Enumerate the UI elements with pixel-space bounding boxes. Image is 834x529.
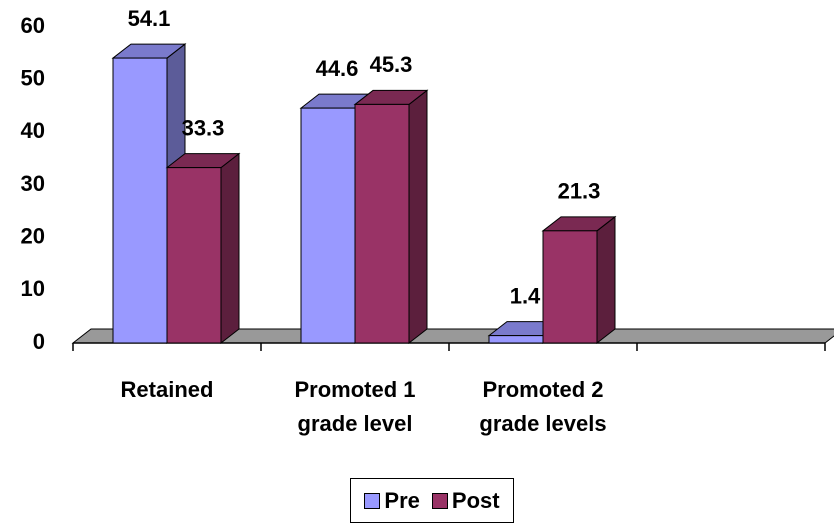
y-tick-label: 40 xyxy=(21,118,45,143)
legend-swatch xyxy=(431,492,448,509)
bar-side xyxy=(596,215,616,345)
y-tick-label: 10 xyxy=(21,276,45,301)
legend-item: Pre xyxy=(364,487,420,514)
bar xyxy=(542,230,598,344)
bar xyxy=(354,103,410,344)
x-tick-label: Promoted 2 grade levels xyxy=(479,377,607,436)
y-tick-label: 20 xyxy=(21,223,45,248)
legend: Pre Post xyxy=(350,478,514,523)
legend-item: Post xyxy=(431,487,500,514)
value-label: 54.1 xyxy=(128,6,171,31)
x-tick-label: Promoted 1 grade level xyxy=(294,377,416,436)
value-label: 44.6 xyxy=(316,56,359,81)
value-label: 45.3 xyxy=(370,52,413,77)
bar xyxy=(166,167,222,344)
bar xyxy=(488,335,544,344)
y-tick-label: 50 xyxy=(21,65,45,90)
bar-side xyxy=(220,152,240,345)
legend-label: Pre xyxy=(384,487,420,513)
bar-side xyxy=(408,89,428,345)
value-label: 1.4 xyxy=(510,283,541,308)
legend-swatch xyxy=(364,492,381,509)
value-label: 21.3 xyxy=(558,179,601,204)
x-tick-label: Retained xyxy=(120,377,214,402)
bar xyxy=(112,57,168,344)
y-tick-label: 30 xyxy=(21,171,45,196)
value-label: 33.3 xyxy=(182,115,225,140)
legend-label: Post xyxy=(451,487,500,513)
y-tick-label: 60 xyxy=(21,13,45,38)
y-tick-label: 0 xyxy=(33,329,45,354)
bar xyxy=(300,107,356,344)
